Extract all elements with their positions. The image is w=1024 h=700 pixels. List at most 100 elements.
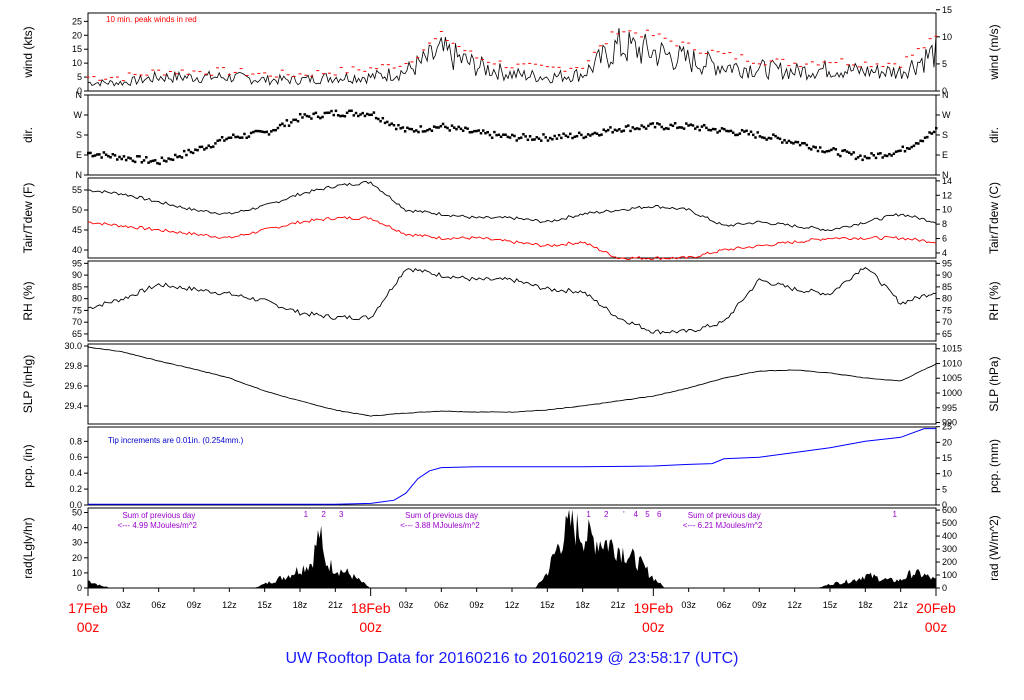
dir-point xyxy=(731,131,735,134)
pcp-tick-label-right: 0 xyxy=(942,500,947,510)
rh-ylabel-right: RH (%) xyxy=(987,281,1001,320)
dir-point xyxy=(749,130,753,133)
dir-point xyxy=(354,111,358,115)
temp-tick-label-right: 10 xyxy=(942,205,952,215)
dir-point xyxy=(479,131,483,135)
dir-point xyxy=(493,130,496,134)
dir-point xyxy=(225,137,228,141)
dir-point xyxy=(707,128,710,132)
dir-point xyxy=(316,115,320,119)
dir-point xyxy=(87,151,90,155)
dir-point xyxy=(107,154,110,158)
dir-point xyxy=(256,129,260,133)
dir-point xyxy=(348,109,351,113)
dir-point xyxy=(812,145,815,148)
dir-point xyxy=(729,129,733,133)
dir-point xyxy=(149,160,152,163)
pcp-tick-label-right: 20 xyxy=(942,437,952,447)
dir-point xyxy=(448,129,452,132)
dir-tick-label-left: E xyxy=(76,150,82,160)
rad-tick-label-left: 10 xyxy=(72,568,82,578)
dir-point xyxy=(401,126,405,129)
dir-tick-label-left: S xyxy=(76,130,82,140)
slp-ylabel-right: SLP (hPa) xyxy=(987,356,1001,411)
rad-ylabel-right: rad (W/m^2) xyxy=(987,515,1001,581)
dir-point xyxy=(560,136,563,140)
pcp-tick-label-left: 0.4 xyxy=(69,468,82,478)
dir-point xyxy=(879,152,882,155)
dir-point xyxy=(611,131,614,134)
dir-point xyxy=(220,135,224,139)
dir-point xyxy=(687,124,690,127)
dir-point xyxy=(517,137,521,140)
dir-point xyxy=(606,128,610,132)
dir-point xyxy=(577,131,581,135)
wind-ylabel-left: wind (kts) xyxy=(21,26,35,78)
dir-point xyxy=(589,134,592,137)
dir-point xyxy=(763,136,766,140)
dir-point xyxy=(481,129,485,132)
page-title: UW Rooftop Data for 20160216 to 20160219… xyxy=(285,650,739,667)
rh-tick-label-right: 95 xyxy=(942,258,952,268)
date-tick-label: 19Feb xyxy=(633,600,673,616)
dir-point xyxy=(852,151,855,154)
dir-point xyxy=(734,133,737,137)
dir-point xyxy=(571,136,574,140)
dir-point xyxy=(140,161,144,164)
relative-humidity-series xyxy=(87,267,937,335)
rh-tick-label-right: 85 xyxy=(942,282,952,292)
dir-point xyxy=(747,132,751,136)
dir-point xyxy=(613,128,617,132)
dir-point xyxy=(426,128,429,132)
hour-tick-label: 15z xyxy=(257,600,272,610)
dir-point xyxy=(167,157,170,160)
dir-point xyxy=(662,127,666,131)
dir-point xyxy=(798,143,802,147)
dir-point xyxy=(816,149,820,153)
dir-point xyxy=(390,122,393,125)
radiation-note: <--- 6.21 MJoules/m^2 xyxy=(683,521,763,530)
temp-tick-label-right: 6 xyxy=(942,234,947,244)
dir-point xyxy=(303,113,306,116)
dir-point xyxy=(203,148,206,151)
radiation-hour-marker: 3 xyxy=(339,510,344,519)
hour-tick-label: 09z xyxy=(469,600,484,610)
rh-ylabel-left: RH (%) xyxy=(21,281,35,320)
dir-point xyxy=(551,138,554,141)
dir-point xyxy=(441,122,445,126)
dir-point xyxy=(805,143,809,147)
dir-tick-label-left: N xyxy=(76,90,83,100)
pcp-tick-label-right: 5 xyxy=(942,484,947,494)
dir-point xyxy=(832,147,835,150)
dir-point xyxy=(180,156,184,159)
dir-point xyxy=(430,129,434,132)
dir-point xyxy=(627,124,630,127)
dir-point xyxy=(319,116,322,120)
dir-tick-label-right: N xyxy=(942,90,949,100)
rh-frame xyxy=(87,260,937,342)
dir-point xyxy=(102,151,106,154)
dir-point xyxy=(827,149,831,153)
dir-point xyxy=(305,114,309,118)
dir-point xyxy=(841,149,844,153)
dir-point xyxy=(361,111,364,115)
dir-point xyxy=(245,136,248,140)
rad-tick-label-left: 40 xyxy=(72,523,82,533)
dir-point xyxy=(604,129,608,133)
rad-tick-label-right: 600 xyxy=(942,505,957,515)
dir-point xyxy=(247,135,251,138)
dir-ylabel-left: dir. xyxy=(21,127,35,143)
dir-point xyxy=(415,129,418,132)
dir-point xyxy=(874,156,878,160)
dir-point xyxy=(145,156,148,159)
temp-tick-label-right: 12 xyxy=(942,190,952,200)
dir-point xyxy=(758,135,762,138)
dir-point xyxy=(365,112,369,116)
radiation-note: <--- 3.88 MJoules/m^2 xyxy=(400,521,480,530)
dir-point xyxy=(455,127,458,131)
dir-point xyxy=(912,144,916,148)
dir-point xyxy=(334,109,338,113)
wind-annotation: 10 min. peak winds in red xyxy=(106,15,197,24)
dir-point xyxy=(905,146,909,150)
dir-point xyxy=(647,124,650,128)
